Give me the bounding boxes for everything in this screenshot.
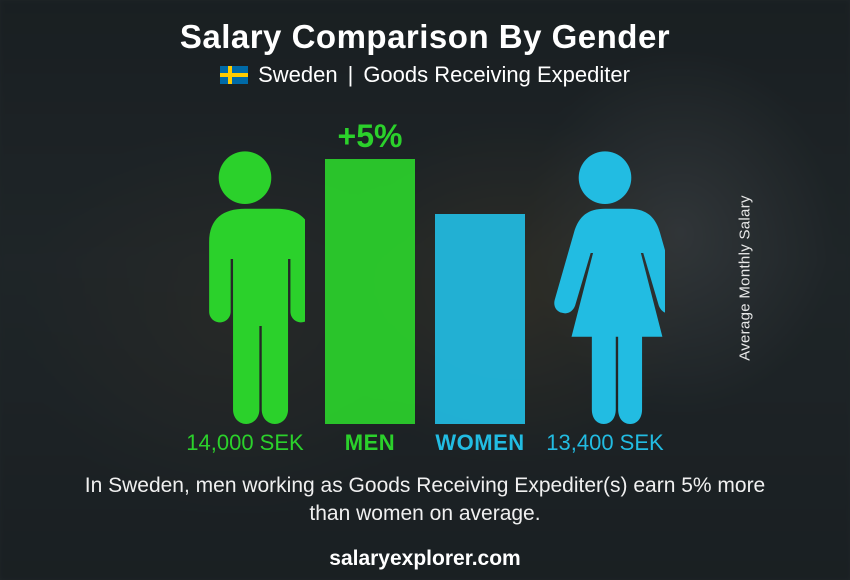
men-category-label: MEN — [345, 430, 395, 456]
diff-label: +5% — [338, 118, 403, 155]
separator: | — [348, 62, 354, 88]
women-category-label: WOMEN — [435, 430, 524, 456]
y-axis-label: Average Monthly Salary — [737, 195, 754, 361]
women-value: 13,400 SEK — [546, 430, 663, 456]
subtitle-row: Sweden | Goods Receiving Expediter — [28, 62, 822, 88]
men-bar — [325, 159, 415, 424]
male-figure-icon — [185, 149, 305, 424]
women-bar-column: WOMEN — [435, 94, 525, 456]
source-label: salaryexplorer.com — [28, 529, 822, 571]
country-label: Sweden — [258, 62, 338, 88]
men-value: 14,000 SEK — [186, 430, 303, 456]
chart-area: Average Monthly Salary 14,000 SEK +5% ME… — [28, 94, 822, 462]
infographic: Salary Comparison By Gender Sweden | Goo… — [0, 0, 850, 580]
female-column: 13,400 SEK — [545, 149, 665, 456]
male-column: 14,000 SEK — [185, 149, 305, 456]
summary-text: In Sweden, men working as Goods Receivin… — [28, 462, 822, 529]
men-bar-column: +5% MEN — [325, 94, 415, 456]
page-title: Salary Comparison By Gender — [28, 18, 822, 56]
sweden-flag-icon — [220, 66, 248, 84]
job-title-label: Goods Receiving Expediter — [363, 62, 630, 88]
female-figure-icon — [545, 149, 665, 424]
women-bar — [435, 214, 525, 424]
